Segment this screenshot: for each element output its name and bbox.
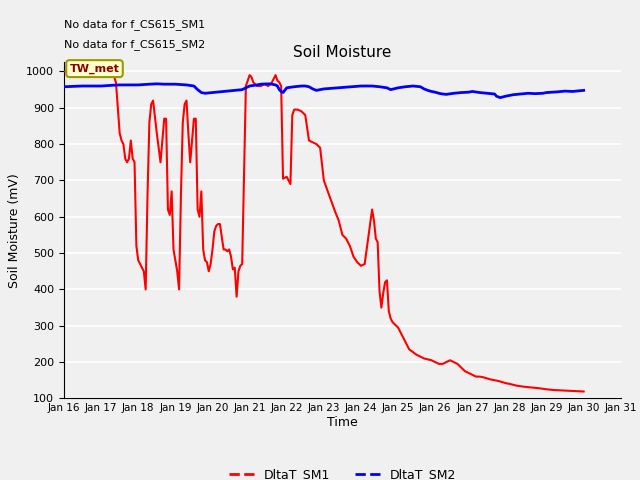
X-axis label: Time: Time (327, 416, 358, 429)
Text: No data for f_CS615_SM1: No data for f_CS615_SM1 (64, 19, 205, 30)
Text: No data for f_CS615_SM2: No data for f_CS615_SM2 (64, 39, 205, 50)
Title: Soil Moisture: Soil Moisture (293, 45, 392, 60)
Y-axis label: Soil Moisture (mV): Soil Moisture (mV) (8, 173, 20, 288)
Text: TW_met: TW_met (70, 63, 120, 74)
Legend: DltaT_SM1, DltaT_SM2: DltaT_SM1, DltaT_SM2 (223, 463, 461, 480)
